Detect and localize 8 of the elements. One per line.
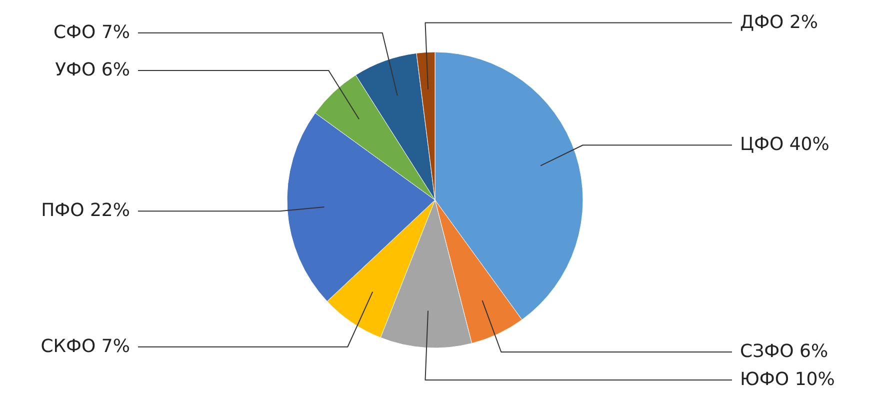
slice-label: ДФО 2%: [740, 12, 818, 33]
slice-label: ЦФО 40%: [740, 134, 830, 156]
slice-label: УФО 6%: [55, 60, 130, 81]
slice-label: СКФО 7%: [40, 336, 130, 357]
slice-label: ПФО 22%: [41, 200, 130, 222]
slice-label: ЮФО 10%: [740, 369, 835, 390]
slice-label: СЗФО 6%: [740, 341, 828, 362]
slice-label: СФО 7%: [53, 22, 130, 43]
